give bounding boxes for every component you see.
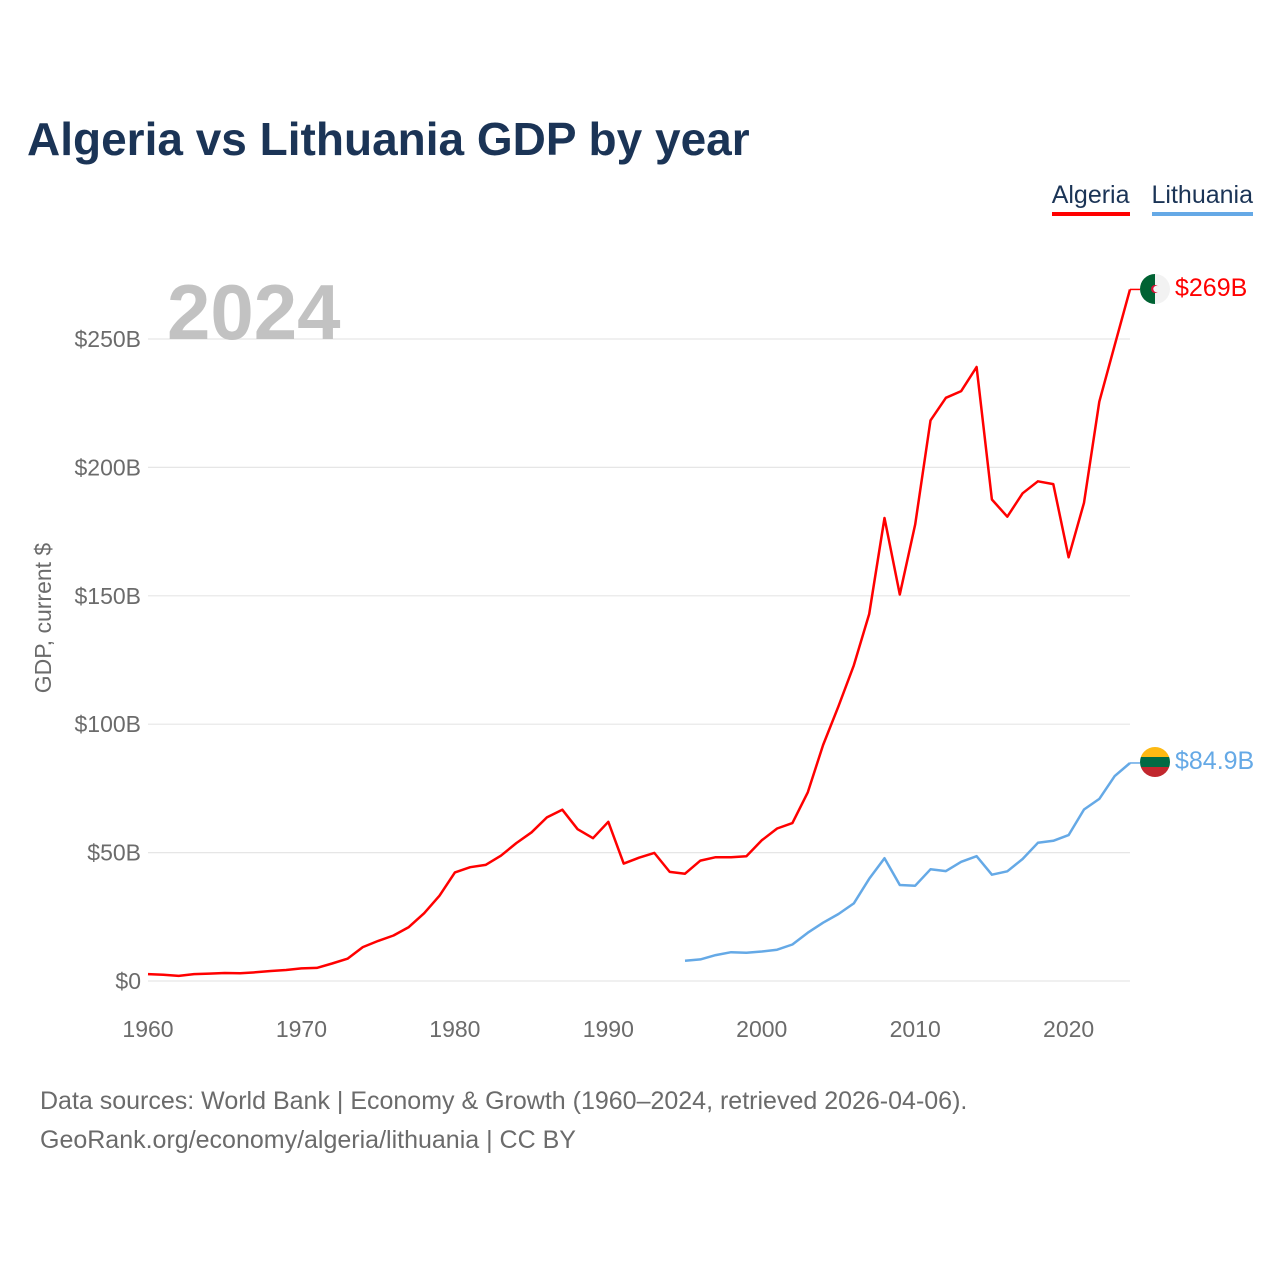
series-line-algeria [147, 289, 1132, 978]
y-tick-label: $250B [74, 326, 141, 352]
lithuania-end-label: $84.9B [1175, 747, 1254, 775]
gdp-line-chart: $0$50B$100B$150B$200B$250B 1960 1970 1980 1… [30, 268, 1254, 1042]
y-tick-label: $200B [74, 454, 141, 480]
legend-item-algeria[interactable]: Algeria [1051, 180, 1130, 216]
x-tick-label: 1980 [429, 1016, 480, 1042]
lithuania-flag-icon [1140, 747, 1170, 777]
source-line-2[interactable]: GeoRank.org/economy/algeria/lithuania | … [40, 1126, 576, 1154]
y-tick-label: $50B [87, 840, 141, 866]
page-title: Algeria vs Lithuania GDP by year [27, 113, 750, 165]
y-axis-ticks: $0 $50B $100B $150B $200B $250B [74, 326, 141, 994]
x-tick-label: 1970 [276, 1016, 327, 1042]
current-year-label: 2024 [167, 268, 341, 356]
x-tick-label: 1960 [122, 1016, 173, 1042]
legend-item-lithuania[interactable]: Lithuania [1151, 180, 1253, 216]
series-line-lithuania [684, 762, 1131, 962]
y-tick-label: $100B [74, 711, 141, 737]
x-tick-label: 2010 [890, 1016, 941, 1042]
y-tick-label: $0 [115, 968, 141, 994]
source-line-1: Data sources: World Bank | Economy & Gro… [40, 1087, 968, 1115]
x-tick-label: 2020 [1043, 1016, 1094, 1042]
legend: Algeria Lithuania [1051, 180, 1253, 216]
gridlines [148, 338, 1130, 982]
series-lines [147, 288, 1140, 978]
x-tick-label: 1990 [583, 1016, 634, 1042]
x-axis-ticks: 1960 1970 1980 1990 2000 2010 2020 [122, 1016, 1094, 1042]
algeria-flag-icon [1140, 274, 1170, 304]
algeria-end-label: $269B [1175, 274, 1247, 302]
source-note: Data sources: World Bank | Economy & Gro… [40, 1082, 967, 1160]
y-tick-label: $150B [74, 583, 141, 609]
x-tick-label: 2000 [736, 1016, 787, 1042]
y-axis-label: GDP, current $ [30, 543, 56, 694]
